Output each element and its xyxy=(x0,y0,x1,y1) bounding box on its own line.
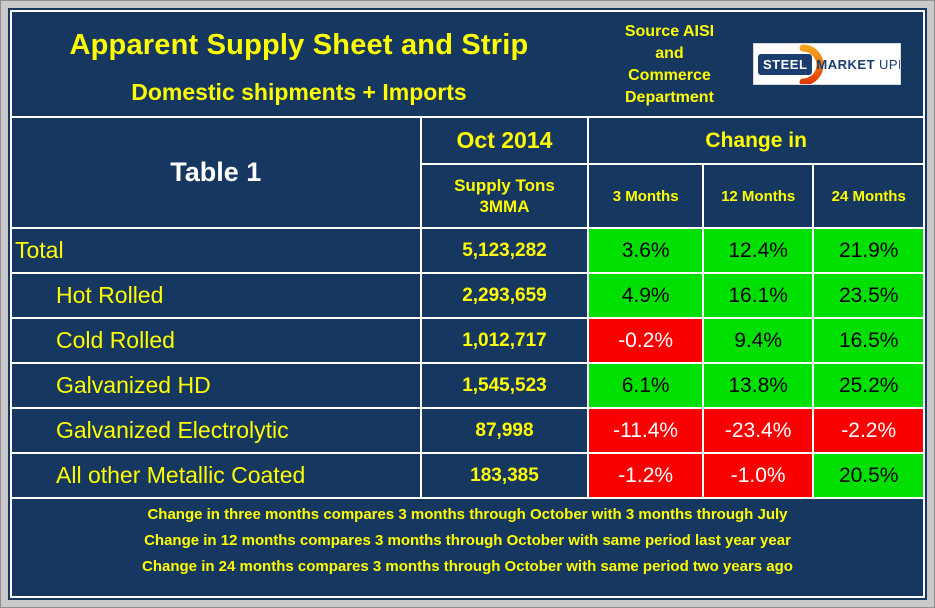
change-12m-value: 16.1% xyxy=(703,274,813,317)
row-label-hot-rolled: Hot Rolled xyxy=(12,274,420,317)
supply-value: 87,998 xyxy=(421,409,588,452)
row-label-all-other-metallic-coated: All other Metallic Coated xyxy=(12,454,420,497)
column-header-3-months: 3 Months xyxy=(589,165,702,227)
change-12m-value: 12.4% xyxy=(703,229,813,272)
change-24m-value: 16.5% xyxy=(814,319,923,362)
supply-value: 1,545,523 xyxy=(421,364,588,407)
source-line: and xyxy=(655,45,684,62)
logo-update-text: UPDATE xyxy=(879,56,900,72)
logo-steel-badge: STEEL xyxy=(758,53,813,75)
footnotes-block: Change in three months compares 3 months… xyxy=(12,499,923,596)
supply-value: 5,123,282 xyxy=(421,229,588,272)
period-header: Oct 2014 xyxy=(421,118,588,163)
change-24m-value: 23.5% xyxy=(814,274,923,317)
crescent-swoosh-icon xyxy=(799,44,824,84)
source-line: Commerce xyxy=(628,67,711,84)
source-line: Department xyxy=(625,89,714,106)
header-banner: Apparent Supply Sheet and Strip Domestic… xyxy=(12,12,923,116)
change-3m-value: 3.6% xyxy=(589,229,702,272)
row-label-galvanized-hd: Galvanized HD xyxy=(12,364,420,407)
source-line: Source AISI xyxy=(624,23,715,40)
change-3m-value: 4.9% xyxy=(589,274,702,317)
supply-tons-header: Supply Tons 3MMA xyxy=(421,165,588,227)
column-header-12-months: 12 Months xyxy=(703,165,813,227)
change-in-header: Change in xyxy=(589,118,923,163)
supply-value: 1,012,717 xyxy=(421,319,588,362)
banner-titles: Apparent Supply Sheet and Strip Domestic… xyxy=(12,12,586,116)
footnote-line-1: Change in three months compares 3 months… xyxy=(147,505,788,523)
supply-header-line: Supply Tons xyxy=(454,176,555,195)
change-24m-value: 25.2% xyxy=(814,364,923,407)
table-corner-label: Table 1 xyxy=(12,118,420,227)
change-24m-value: 21.9% xyxy=(814,229,923,272)
supply-header-line: 3MMA xyxy=(479,197,530,216)
column-header-24-months: 24 Months xyxy=(814,165,923,227)
change-12m-value: -23.4% xyxy=(703,409,813,452)
change-3m-value: -11.4% xyxy=(589,409,702,452)
page-title: Apparent Supply Sheet and Strip xyxy=(69,29,529,61)
change-12m-value: -1.0% xyxy=(703,454,813,497)
logo-wrap: STEEL MARKET UPDATE xyxy=(753,12,923,116)
source-note: Source AISI and Commerce Department xyxy=(586,12,753,116)
change-3m-value: -0.2% xyxy=(589,319,702,362)
row-label-cold-rolled: Cold Rolled xyxy=(12,319,420,362)
steel-market-update-logo: STEEL MARKET UPDATE xyxy=(753,43,901,85)
footnote-line-3: Change in 24 months compares 3 months th… xyxy=(142,557,793,575)
row-label-total: Total xyxy=(12,229,420,272)
change-3m-value: -1.2% xyxy=(589,454,702,497)
change-24m-value: 20.5% xyxy=(814,454,923,497)
logo-market-text: MARKET xyxy=(816,56,876,72)
page-subtitle: Domestic shipments + Imports xyxy=(131,79,467,105)
footnote-line-2: Change in 12 months compares 3 months th… xyxy=(144,531,791,549)
change-24m-value: -2.2% xyxy=(814,409,923,452)
change-12m-value: 13.8% xyxy=(703,364,813,407)
supply-table-sheet: Apparent Supply Sheet and Strip Domestic… xyxy=(8,8,927,600)
change-3m-value: 6.1% xyxy=(589,364,702,407)
change-12m-value: 9.4% xyxy=(703,319,813,362)
supply-value: 183,385 xyxy=(421,454,588,497)
row-label-galvanized-electrolytic: Galvanized Electrolytic xyxy=(12,409,420,452)
supply-value: 2,293,659 xyxy=(421,274,588,317)
